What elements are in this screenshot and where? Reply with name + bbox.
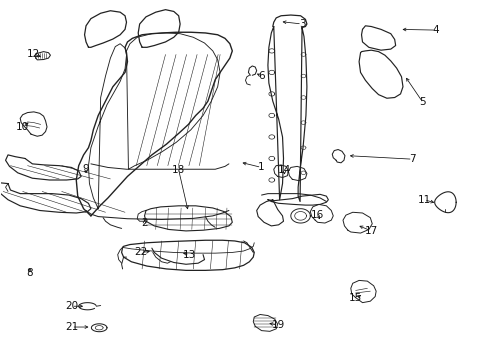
Text: 11: 11	[416, 195, 430, 205]
Text: 7: 7	[408, 154, 415, 164]
Text: 4: 4	[432, 25, 439, 35]
Text: 6: 6	[258, 71, 264, 81]
Text: 15: 15	[348, 293, 362, 303]
Text: 3: 3	[298, 19, 305, 29]
Text: 1: 1	[258, 162, 264, 172]
Text: 21: 21	[64, 322, 78, 332]
Text: 17: 17	[364, 226, 377, 236]
Text: 9: 9	[82, 164, 89, 174]
Text: 2: 2	[141, 218, 147, 228]
Text: 10: 10	[16, 122, 29, 132]
Text: 12: 12	[27, 49, 41, 59]
Text: 5: 5	[418, 97, 425, 107]
Text: 14: 14	[277, 165, 290, 175]
Text: 13: 13	[183, 249, 196, 260]
Text: 22: 22	[134, 247, 147, 257]
Text: 20: 20	[65, 301, 78, 311]
Text: 19: 19	[271, 320, 285, 330]
Text: 8: 8	[26, 267, 33, 278]
Text: 16: 16	[310, 210, 324, 220]
Text: 18: 18	[172, 165, 185, 175]
